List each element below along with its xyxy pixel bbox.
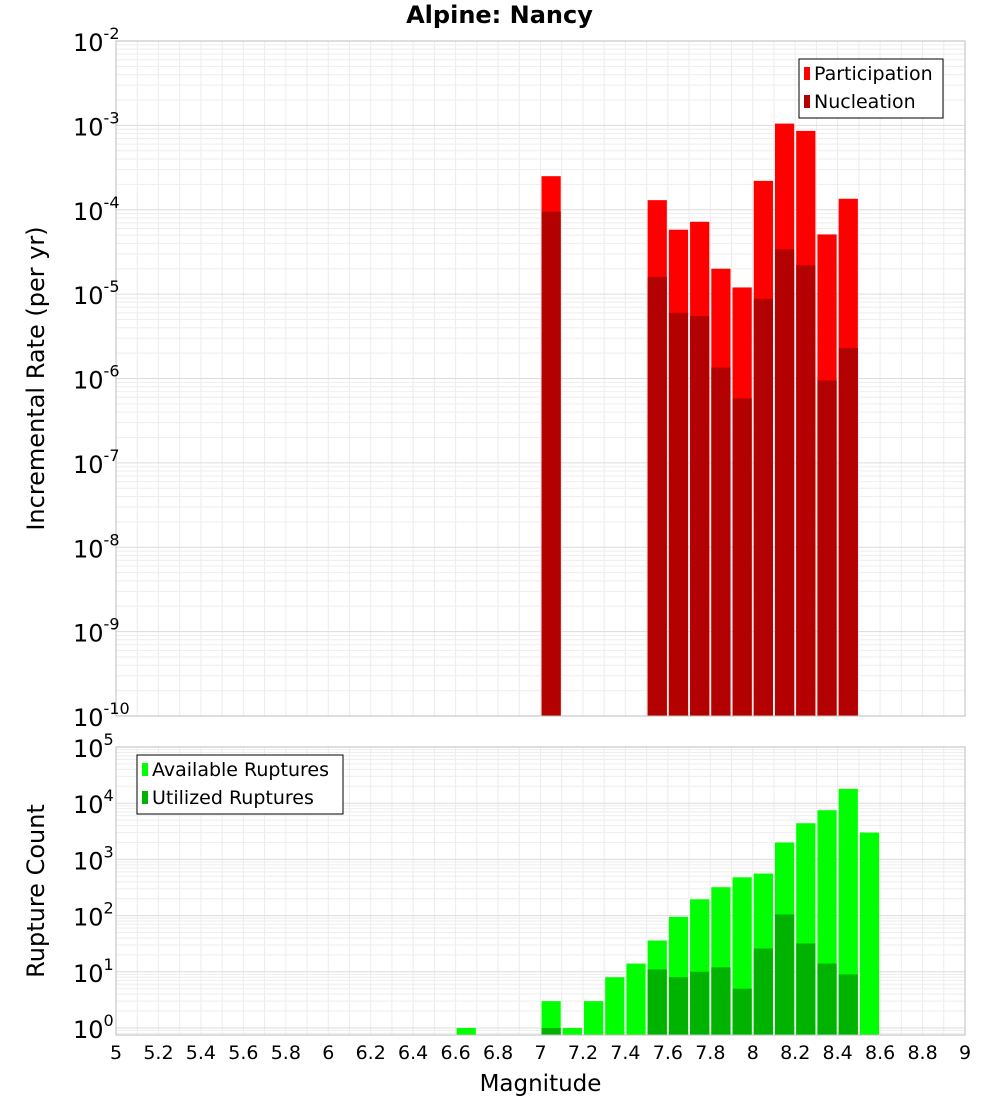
bar xyxy=(541,1027,561,1035)
bar xyxy=(647,969,667,1035)
gridlines xyxy=(115,41,966,717)
bar xyxy=(668,312,689,716)
bar xyxy=(838,788,858,1035)
y-tick-label: 100 xyxy=(73,1011,114,1044)
legend-label: Utilized Ruptures xyxy=(152,787,314,809)
y-tick-label: 101 xyxy=(73,955,114,988)
y-tick-label: 10-2 xyxy=(73,24,120,57)
bar xyxy=(541,1001,561,1035)
bar xyxy=(796,943,816,1035)
x-tick-labels: 5 5.2 5.4 5.6 5.8 6 6.2 6.4 6.6 6.8 7 7.2 7.4 7.6 7.8 8… xyxy=(110,1042,971,1064)
legend-swatch xyxy=(804,67,810,80)
plot-border xyxy=(115,40,966,717)
bar xyxy=(541,211,561,716)
x-axis-label: Magnitude xyxy=(480,1071,602,1097)
bar xyxy=(732,988,752,1035)
legend-swatch xyxy=(142,791,148,804)
chart-title: Alpine: Nancy xyxy=(406,1,593,29)
bar xyxy=(859,832,880,1035)
bar xyxy=(753,948,773,1035)
bar xyxy=(690,971,710,1035)
series-nucleation xyxy=(541,211,858,716)
y-axis-label: Incremental Rate (per yr) xyxy=(22,226,50,530)
y-tick-label: 10-6 xyxy=(73,362,120,395)
x-tick-label: 7 xyxy=(534,1042,546,1064)
x-tick-label: 7.8 xyxy=(695,1042,725,1064)
y-tick-label: 10-4 xyxy=(73,193,120,226)
bar xyxy=(711,367,731,716)
bar xyxy=(562,1027,582,1035)
x-tick-label: 8.6 xyxy=(865,1042,895,1064)
y-tick-label: 103 xyxy=(73,842,114,875)
bar xyxy=(774,249,795,716)
x-tick-label: 8.4 xyxy=(823,1042,853,1064)
x-tick-label: 6.6 xyxy=(440,1042,470,1064)
legend-label: Nucleation xyxy=(814,91,916,113)
x-tick-label: 6 xyxy=(322,1042,334,1064)
bar xyxy=(838,974,858,1035)
y-tick-label: 10-5 xyxy=(73,277,120,310)
plot-border xyxy=(115,746,966,1036)
chart-panel-1: 10-10 10-9 10-8 10-7 10-6 10-5 10-4 10-3 10-2 Inc… xyxy=(22,1,966,732)
bar xyxy=(732,398,752,716)
chart-panel-2: 100 101 102 103 104 105 Rupture Count 5 5.2 5.4 5.… xyxy=(22,730,971,1097)
bar xyxy=(817,380,837,716)
y-tick-label: 102 xyxy=(73,899,114,932)
x-tick-label: 5.2 xyxy=(143,1042,173,1064)
bar xyxy=(605,977,625,1035)
x-tick-label: 8.2 xyxy=(780,1042,810,1064)
legend-box xyxy=(136,754,344,815)
series-utilized-ruptures xyxy=(541,914,858,1035)
legend-swatch xyxy=(142,763,148,776)
bar xyxy=(583,1001,604,1035)
y-tick-labels: 100 101 102 103 104 105 xyxy=(73,730,114,1044)
y-axis-label: Rupture Count xyxy=(22,804,50,978)
x-tick-label: 5 xyxy=(110,1042,122,1064)
legend: Participation Nucleation xyxy=(798,58,944,119)
bar xyxy=(626,963,646,1035)
y-tick-label: 10-8 xyxy=(73,530,120,563)
legend-swatch xyxy=(804,95,810,108)
x-tick-label: 8.8 xyxy=(907,1042,937,1064)
y-tick-label: 10-10 xyxy=(73,699,130,732)
bar xyxy=(796,265,816,716)
x-tick-label: 6.2 xyxy=(356,1042,386,1064)
y-tick-label: 10-9 xyxy=(73,615,120,648)
legend: Available Ruptures Utilized Ruptures xyxy=(136,754,344,815)
x-tick-label: 5.6 xyxy=(228,1042,258,1064)
y-tick-label: 105 xyxy=(73,730,114,763)
bar xyxy=(817,963,837,1035)
x-tick-label: 6.4 xyxy=(398,1042,428,1064)
x-tick-label: 6.8 xyxy=(483,1042,513,1064)
y-tick-label: 10-7 xyxy=(73,446,120,479)
x-tick-label: 7.2 xyxy=(568,1042,598,1064)
legend-label: Participation xyxy=(814,63,933,85)
legend-label: Available Ruptures xyxy=(152,759,329,781)
bar xyxy=(668,977,689,1035)
bar xyxy=(774,914,795,1035)
legend-box xyxy=(798,58,944,119)
bar xyxy=(711,967,731,1035)
y-tick-label: 104 xyxy=(73,786,114,819)
bar xyxy=(647,276,667,716)
bar xyxy=(753,298,773,716)
x-tick-label: 5.4 xyxy=(186,1042,216,1064)
x-tick-label: 7.4 xyxy=(610,1042,640,1064)
y-tick-labels: 10-10 10-9 10-8 10-7 10-6 10-5 10-4 10-3 10-2 xyxy=(73,24,130,732)
x-tick-label: 9 xyxy=(959,1042,971,1064)
x-tick-label: 7.6 xyxy=(653,1042,683,1064)
bar xyxy=(456,1027,476,1035)
bar xyxy=(690,316,710,716)
y-tick-label: 10-3 xyxy=(73,108,120,141)
bar xyxy=(838,347,858,716)
x-tick-label: 5.8 xyxy=(271,1042,301,1064)
x-tick-label: 8 xyxy=(747,1042,759,1064)
